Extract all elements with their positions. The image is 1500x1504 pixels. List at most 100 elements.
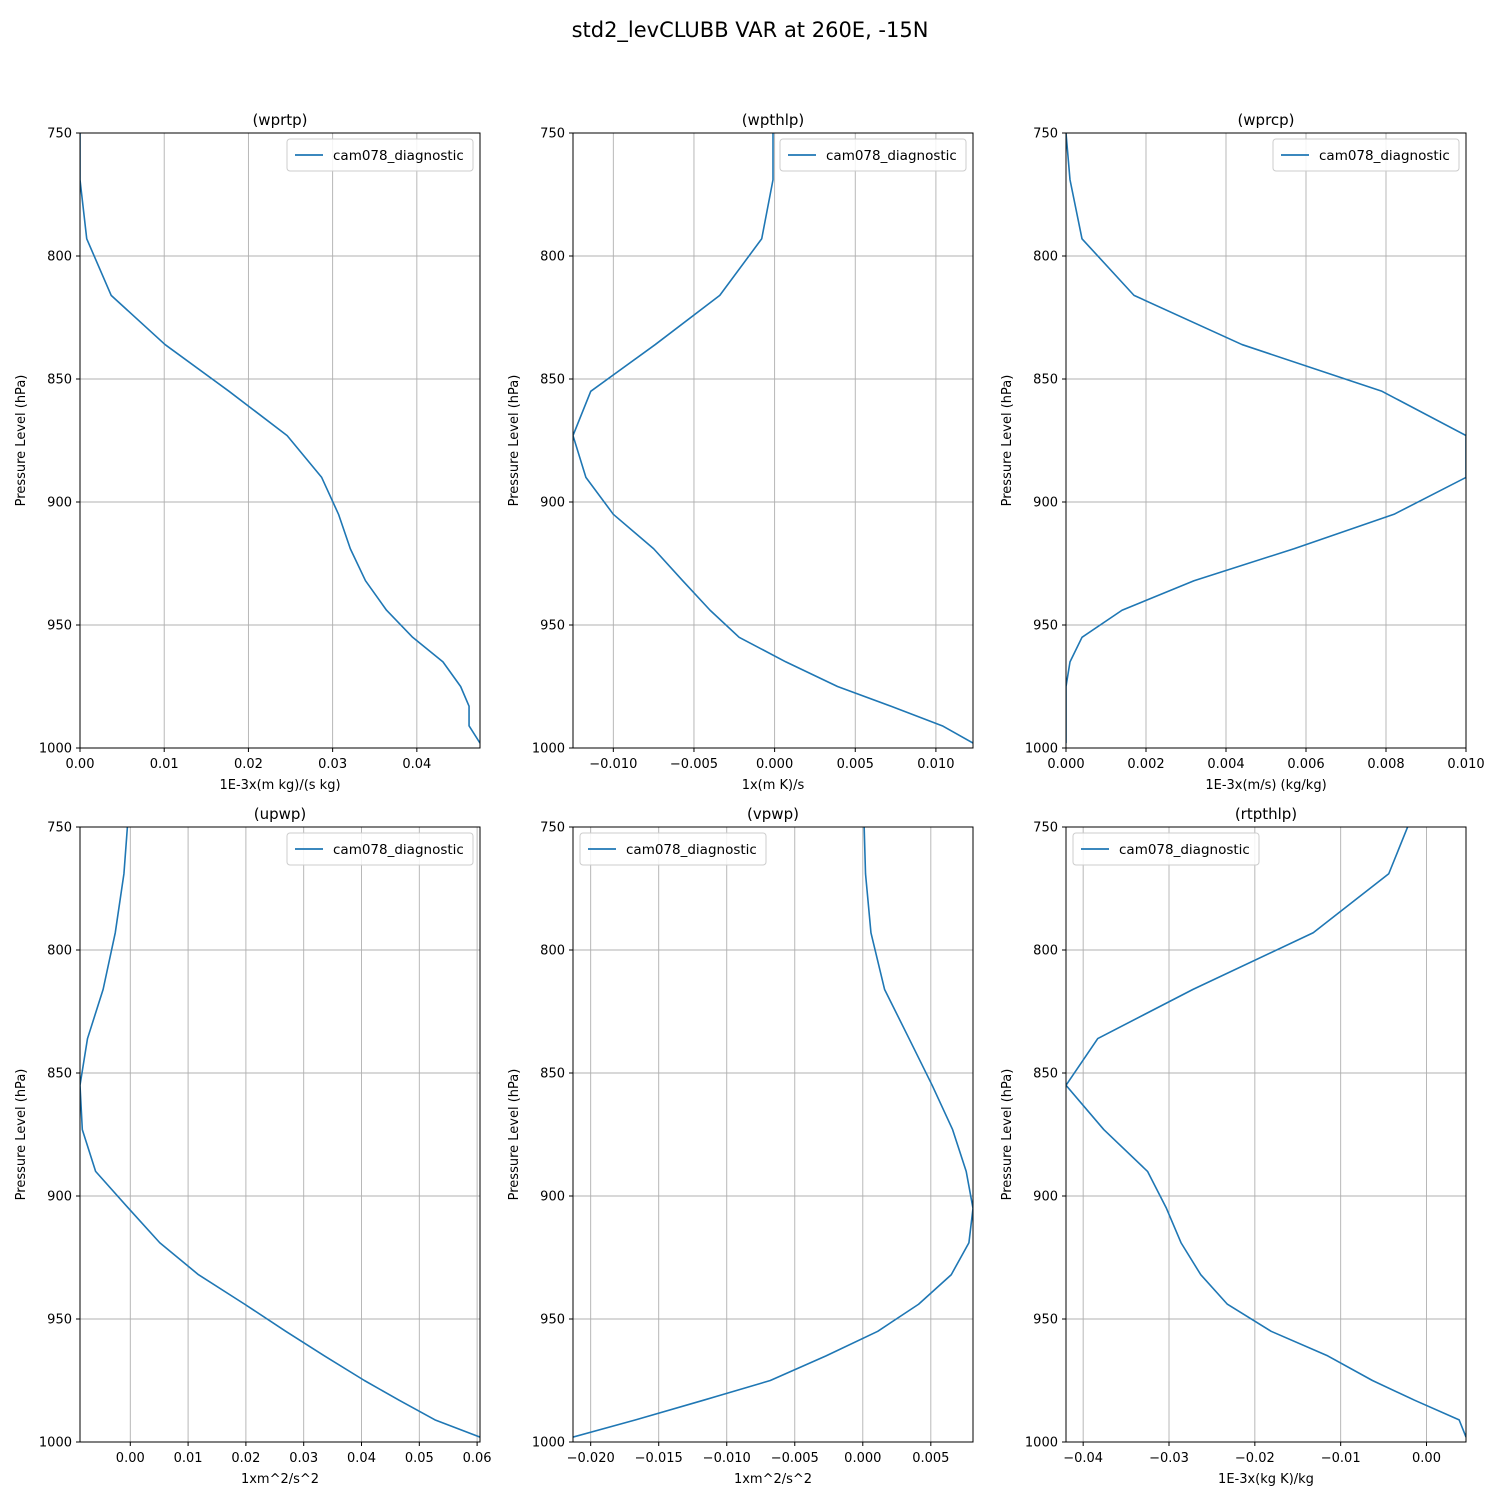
y-tick-label: 950 [1033,1313,1058,1328]
y-tick-label: 950 [540,619,565,634]
panel-title: (wprcp) [1237,111,1294,129]
x-tick-label: 0.02 [234,757,263,772]
y-tick-label: 800 [1033,250,1058,265]
legend-label: cam078_diagnostic [333,148,464,164]
legend: cam078_diagnostic [1072,832,1260,866]
y-tick-label: 850 [47,373,72,388]
y-tick-label: 900 [47,496,72,511]
panel-title: (vpwp) [747,805,799,823]
x-tick-label: 0.00 [116,1451,145,1466]
x-tick-label: 0.002 [1127,757,1164,772]
x-tick-label: 0.006 [1287,757,1324,772]
x-tick-label: 0.005 [912,1451,949,1466]
legend-label: cam078_diagnostic [826,148,957,164]
legend-label: cam078_diagnostic [1319,148,1450,164]
axes-frame [1065,132,1467,749]
panel-1: 0.00 0.01 0.02 0.03 0.04 750 800 850 900 950 1000 (… [14,111,481,793]
legend: cam078_diagnostic [286,138,474,172]
series-line-1 [80,133,480,744]
y-tick-label: 900 [540,1190,565,1205]
x-tick-label: −0.03 [1149,1451,1189,1466]
y-tick-label: 950 [47,619,72,634]
x-tick-label: 0.010 [1447,757,1484,772]
y-axis-label: Pressure Level (hPa) [507,1069,522,1201]
series-line-1 [573,827,973,1438]
x-tick-label: 0.03 [289,1451,318,1466]
x-tick-label: −0.04 [1063,1451,1103,1466]
legend-label: cam078_diagnostic [1119,842,1250,858]
y-tick-label: 1000 [532,1436,565,1451]
axes-frame [79,132,481,749]
y-tick-label: 800 [540,250,565,265]
x-tick-label: −0.005 [771,1451,819,1466]
panel-title: (upwp) [254,805,307,823]
x-tick-label: 0.008 [1367,757,1404,772]
x-axis-label: 1xm^2/s^2 [241,1472,319,1487]
x-axis-label: 1x(m K)/s [742,778,805,793]
y-axis-label: Pressure Level (hPa) [14,375,29,507]
x-tick-label: 0.005 [837,757,874,772]
y-axis-label: Pressure Level (hPa) [1000,1069,1015,1201]
x-tick-label: −0.020 [567,1451,615,1466]
legend: cam078_diagnostic [779,138,967,172]
y-tick-label: 950 [540,1313,565,1328]
x-tick-label: 0.00 [1412,1451,1441,1466]
legend-label: cam078_diagnostic [333,842,464,858]
x-tick-label: 0.00 [66,757,95,772]
legend-box [286,832,474,866]
y-tick-label: 1000 [532,742,565,757]
x-tick-label: 0.004 [1207,757,1244,772]
panel-2: −0.010 −0.005 0.000 0.005 0.010 750 800 850 900 9… [507,111,974,793]
panel-3: 0.000 0.002 0.004 0.006 0.008 0.010 750 800 850 9… [1000,111,1485,793]
legend-box [579,832,767,866]
x-tick-label: −0.02 [1235,1451,1275,1466]
y-tick-label: 1000 [1025,1436,1058,1451]
axes-frame [572,132,974,749]
y-tick-label: 750 [540,127,565,142]
axes-frame [572,826,974,1443]
legend: cam078_diagnostic [286,832,474,866]
series-line-1 [80,827,480,1438]
panel-4: 0.00 0.01 0.02 0.03 0.04 0.05 0.06 750 800 850 900… [14,805,492,1487]
legend: cam078_diagnostic [1272,138,1460,172]
legend-box [779,138,967,172]
y-tick-label: 800 [47,250,72,265]
series-line-1 [1066,133,1466,744]
y-tick-label: 850 [1033,1067,1058,1082]
y-tick-label: 900 [47,1190,72,1205]
legend-label: cam078_diagnostic [626,842,757,858]
y-axis-label: Pressure Level (hPa) [507,375,522,507]
y-axis-label: Pressure Level (hPa) [1000,375,1015,507]
figure-title: std2_levCLUBB VAR at 260E, -15N [572,18,929,43]
x-tick-label: 0.010 [917,757,954,772]
x-tick-label: 0.04 [402,757,431,772]
x-axis-label: 1E-3x(kg K)/kg [1218,1472,1314,1487]
x-tick-label: 0.000 [756,757,793,772]
y-tick-label: 800 [540,944,565,959]
panel-title: (rtpthlp) [1235,805,1297,823]
series-line-1 [1066,827,1466,1438]
y-tick-label: 900 [1033,496,1058,511]
y-tick-label: 750 [47,127,72,142]
y-tick-label: 850 [47,1067,72,1082]
y-tick-label: 850 [540,1067,565,1082]
y-tick-label: 1000 [39,742,72,757]
panel-5: −0.020 −0.015 −0.010 −0.005 0.000 0.005 750 800… [507,805,974,1487]
x-tick-label: 0.06 [463,1451,492,1466]
y-tick-label: 850 [1033,373,1058,388]
y-tick-label: 1000 [1025,742,1058,757]
x-tick-label: −0.015 [635,1451,683,1466]
x-tick-label: −0.010 [703,1451,751,1466]
panel-title: (wprtp) [252,111,307,129]
x-tick-label: 0.000 [844,1451,881,1466]
x-tick-label: 0.01 [174,1451,203,1466]
y-tick-label: 1000 [39,1436,72,1451]
y-tick-label: 800 [1033,944,1058,959]
y-tick-label: 950 [1033,619,1058,634]
y-tick-label: 750 [540,821,565,836]
y-tick-label: 900 [1033,1190,1058,1205]
series-line-1 [573,133,973,744]
y-tick-label: 900 [540,496,565,511]
